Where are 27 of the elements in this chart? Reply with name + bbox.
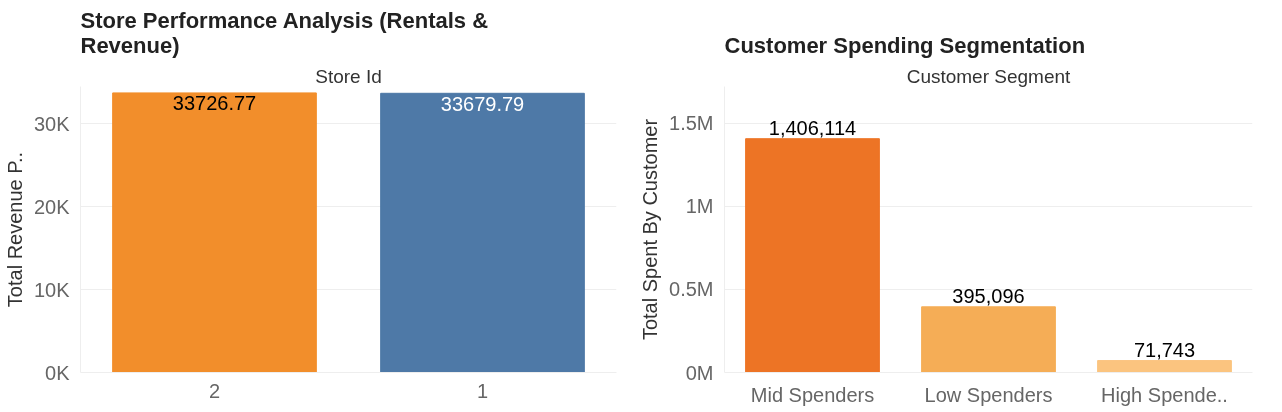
y-axis-title: Total Spent By Customer	[639, 118, 662, 341]
y-tick-label: 0M	[685, 361, 714, 384]
x-axis-title: Store Id	[315, 65, 382, 87]
chart-title: Customer Spending Segmentation	[724, 32, 1086, 58]
y-tick-label: 1.5M	[669, 112, 714, 135]
data-label: 395,096	[952, 285, 1025, 308]
y-tick-label: 0K	[45, 361, 71, 384]
chart-title: Store Performance Analysis (Rentals & Revenue)	[80, 7, 489, 58]
bar	[921, 306, 1056, 373]
data-label: 71,743	[1133, 339, 1196, 362]
x-tick-label: High Spende..	[1101, 383, 1228, 406]
x-tick-label: 1	[476, 379, 489, 402]
data-label: 1,406,114	[768, 117, 857, 140]
y-axis-title: Total Revenue P..	[3, 151, 26, 308]
y-tick-label: 1M	[685, 195, 714, 218]
x-tick-label: 2	[208, 379, 221, 402]
data-label: 33679.79	[440, 92, 525, 115]
data-label: 33726.77	[172, 92, 257, 115]
bar	[745, 138, 880, 373]
y-tick-label: 30K	[33, 112, 71, 135]
bar	[1097, 360, 1232, 373]
x-axis-title: Customer Segment	[906, 65, 1072, 87]
x-tick-label: Mid Spenders	[750, 383, 875, 406]
y-tick-label: 10K	[33, 278, 71, 301]
x-tick-label: Low Spenders	[924, 383, 1053, 406]
y-tick-label: 20K	[33, 195, 71, 218]
y-tick-label: 0.5M	[669, 278, 714, 301]
